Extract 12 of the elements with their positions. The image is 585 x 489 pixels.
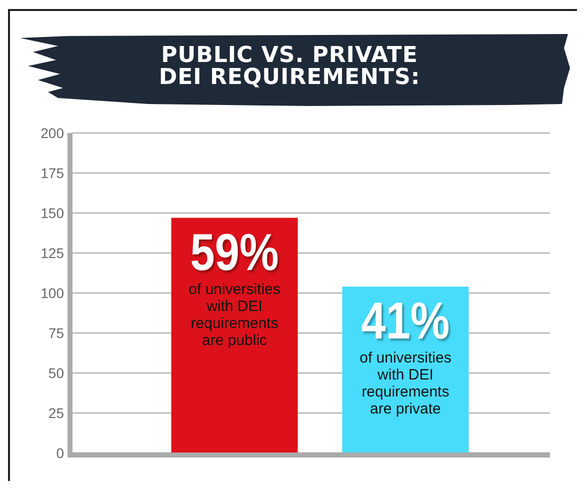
- y-tick-label: 50: [48, 364, 64, 381]
- chart-title: PUBLIC VS. PRIVATE DEI REQUIREMENTS:: [158, 43, 420, 90]
- y-tick-label: 100: [40, 284, 64, 301]
- annotation: 59% of universities with DEI requirements are public: [188, 223, 280, 349]
- y-tick-label: 25: [48, 404, 64, 421]
- annotation: 41% of universities with DEI requirements are private: [360, 292, 452, 418]
- y-tick-label: 175: [40, 164, 64, 181]
- y-tick-label: 200: [40, 124, 64, 141]
- y-tick-label: 0: [56, 444, 64, 461]
- y-tick-label: 150: [40, 204, 64, 221]
- y-tick-label: 75: [48, 324, 64, 341]
- y-tick-label: 125: [40, 244, 64, 261]
